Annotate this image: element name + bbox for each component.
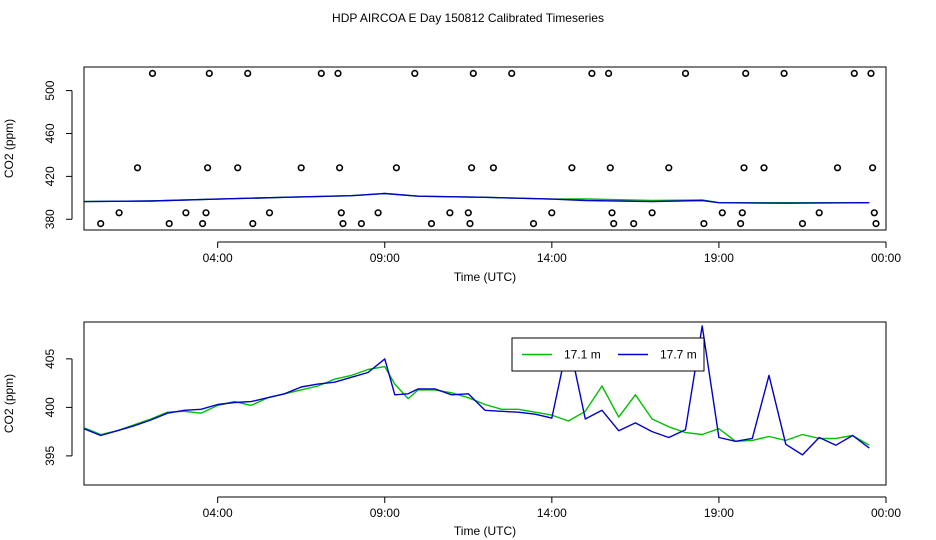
series-line-1 [83, 365, 870, 446]
x-tick-label: 14:00 [537, 506, 567, 520]
y-axis-label: CO2 (ppm) [2, 374, 16, 433]
data-point [815, 209, 823, 217]
y-tick-label: 460 [43, 123, 57, 143]
data-point [648, 209, 656, 217]
x-tick-label: 04:00 [203, 251, 233, 265]
data-point [165, 220, 173, 228]
y-tick-label: 380 [43, 209, 57, 229]
legend-label: 17.7 m [660, 348, 697, 362]
data-point [867, 69, 875, 77]
y-tick-label: 420 [43, 166, 57, 186]
data-point [427, 220, 436, 228]
data-point [798, 220, 807, 228]
data-point [604, 69, 613, 77]
data-point [374, 209, 382, 217]
data-point [760, 164, 768, 172]
data-point [97, 220, 105, 228]
x-tick-label: 00:00 [871, 251, 901, 265]
data-point [249, 220, 257, 228]
y-axis-label: CO2 (ppm) [2, 119, 16, 178]
y-tick-label: 405 [43, 349, 57, 369]
data-point [133, 164, 142, 172]
data-point [850, 69, 858, 77]
data-point [740, 164, 748, 172]
x-tick-label: 19:00 [704, 506, 734, 520]
plot-frame [83, 321, 887, 486]
x-tick-label: 04:00 [203, 506, 233, 520]
data-point [870, 209, 878, 217]
x-tick-label: 19:00 [704, 251, 734, 265]
data-point [202, 209, 210, 217]
data-point [736, 220, 745, 228]
data-point [446, 209, 454, 217]
data-point [234, 164, 242, 172]
data-point [392, 164, 401, 172]
data-point [199, 220, 207, 228]
data-point [608, 209, 616, 217]
data-point [548, 209, 556, 217]
data-point [204, 164, 212, 172]
series-line-2 [83, 192, 870, 204]
data-point [339, 220, 347, 228]
legend-label: 17.1 m [564, 348, 601, 362]
series-line-2 [83, 325, 870, 456]
x-tick-label: 09:00 [370, 251, 400, 265]
data-point [265, 209, 274, 217]
data-point [489, 164, 498, 172]
x-axis-label: Time (UTC) [454, 270, 516, 284]
data-point [780, 69, 788, 77]
data-point [411, 69, 419, 77]
data-point [148, 69, 157, 77]
data-point [357, 220, 366, 228]
data-point [469, 69, 477, 77]
data-point [466, 220, 474, 228]
data-point [334, 69, 342, 77]
x-tick-label: 09:00 [370, 506, 400, 520]
data-point [115, 209, 123, 217]
upper-panel: 04:00 09:00 14:00 19:00 00:00 Time (UTC) 380 42… [2, 66, 901, 284]
y-tick-label: 395 [43, 446, 57, 466]
x-axis-label: Time (UTC) [454, 524, 516, 538]
data-point [872, 220, 880, 228]
lower-panel: 04:00 09:00 14:00 19:00 00:00 Time (UTC) 395 40… [2, 321, 901, 538]
figure-title: HDP AIRCOA E Day 150812 Calibrated Times… [332, 11, 604, 25]
data-point [606, 164, 614, 172]
data-point [610, 220, 618, 228]
data-point [868, 164, 877, 172]
series-line-1 [83, 192, 870, 204]
data-point [337, 209, 345, 217]
data-point [182, 209, 190, 217]
data-point [833, 164, 842, 172]
data-point [681, 69, 690, 77]
y-tick-label: 500 [43, 80, 57, 100]
data-point [700, 220, 708, 228]
data-point [568, 164, 576, 172]
data-point [317, 69, 325, 77]
data-point [718, 209, 726, 217]
data-point [738, 209, 746, 217]
data-point [336, 164, 344, 172]
plot-frame [83, 66, 887, 231]
data-point [665, 164, 673, 172]
data-point [588, 69, 596, 77]
data-point [244, 69, 252, 77]
y-tick-label: 400 [43, 397, 57, 417]
x-tick-label: 00:00 [871, 506, 901, 520]
x-tick-label: 14:00 [537, 251, 567, 265]
data-point [297, 164, 305, 172]
data-point [468, 164, 476, 172]
data-point [529, 220, 538, 228]
data-point [630, 220, 638, 228]
data-point [464, 209, 472, 217]
data-point [508, 69, 516, 77]
data-point [742, 69, 750, 77]
data-point [205, 69, 213, 77]
